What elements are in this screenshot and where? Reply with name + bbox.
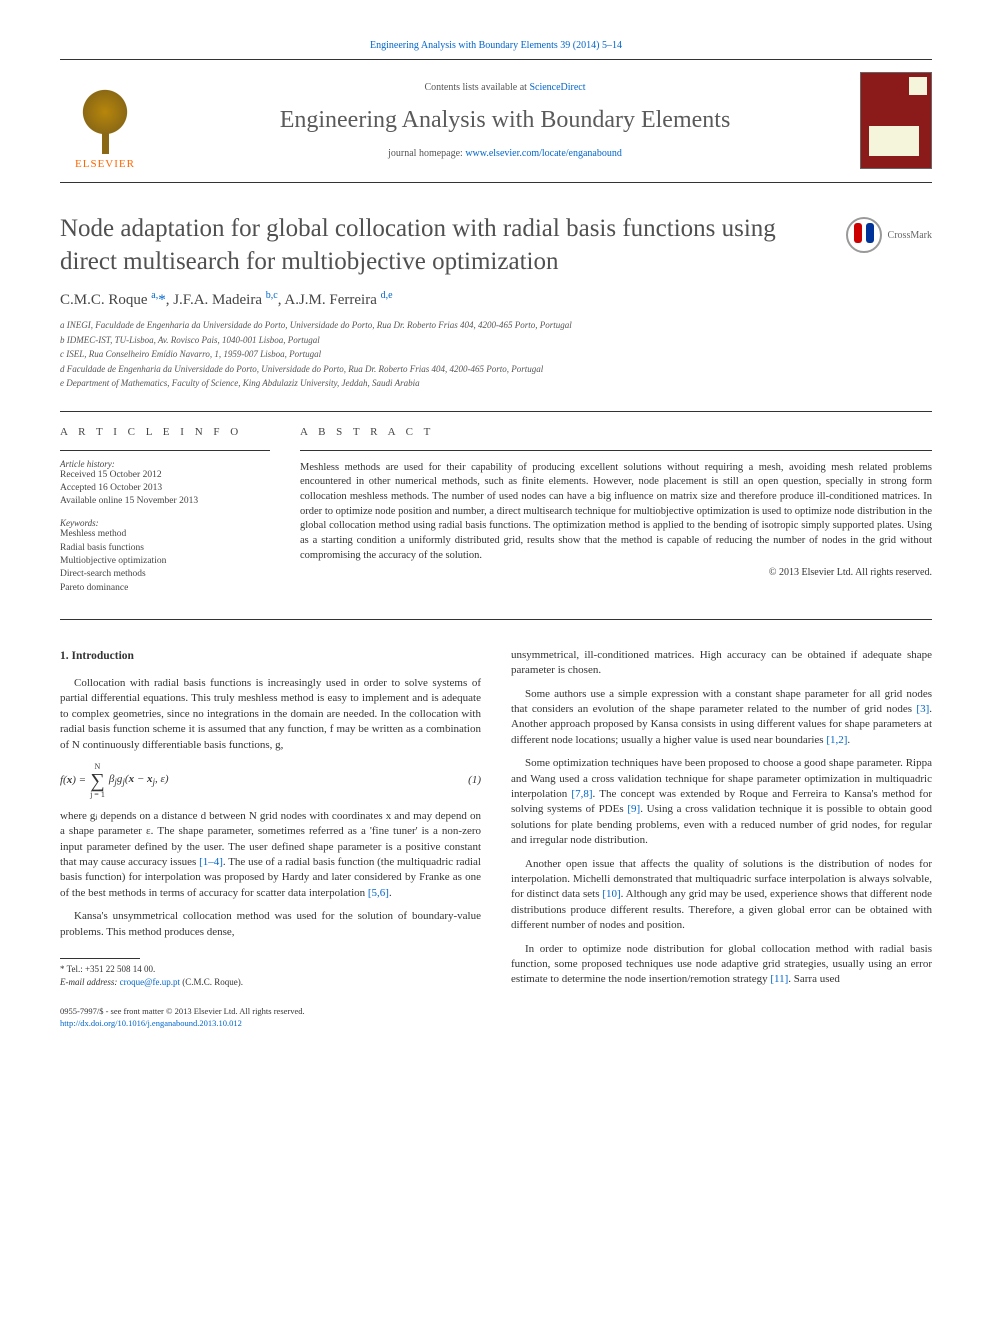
sciencedirect-link[interactable]: ScienceDirect [529,82,585,93]
footnote-rule [60,958,140,959]
ref-link[interactable]: [11] [770,973,788,985]
citation-line: Engineering Analysis with Boundary Eleme… [60,40,932,51]
ref-link[interactable]: [3] [916,703,929,715]
journal-cover-icon [860,72,932,169]
affiliation: d Faculdade de Engenharia da Universidad… [60,363,932,377]
keyword: Meshless method [60,528,270,541]
corr-email: E-mail address: croque@fe.up.pt (C.M.C. … [60,976,481,989]
crossmark-label: CrossMark [888,230,932,241]
ref-link[interactable]: [5,6] [368,887,389,899]
contents-line: Contents lists available at ScienceDirec… [150,82,860,93]
keywords-label: Keywords: [60,518,270,528]
journal-name: Engineering Analysis with Boundary Eleme… [150,107,860,134]
ref-link[interactable]: [1–4] [199,856,223,868]
authors: C.M.C. Roque a,*, J.F.A. Madeira b,c, A.… [60,290,932,309]
corr-tel: * Tel.: +351 22 508 14 00. [60,963,481,976]
citation-link[interactable]: Engineering Analysis with Boundary Eleme… [370,40,622,51]
paragraph: Collocation with radial basis functions … [60,676,481,753]
affiliation: b IDMEC-IST, TU-Lisboa, Av. Rovisco Pais… [60,334,932,348]
abstract-rule [300,450,932,451]
article-title: Node adaptation for global collocation w… [60,213,826,278]
paragraph: where gⱼ depends on a distance d between… [60,809,481,901]
crossmark-icon [846,217,882,253]
elsevier-tree-icon [70,84,140,154]
journal-homepage-link[interactable]: www.elsevier.com/locate/enganabound [465,148,622,159]
ref-link[interactable]: [10] [602,888,620,900]
keyword: Multiobjective optimization [60,555,270,568]
history-online: Available online 15 November 2013 [60,495,270,508]
ref-link[interactable]: [1,2] [826,734,847,746]
right-column: unsymmetrical, ill-conditioned matrices.… [511,648,932,1030]
abstract-label: A B S T R A C T [300,426,932,438]
abstract-block: A B S T R A C T Meshless methods are use… [300,412,932,595]
ref-link[interactable]: [7,8] [571,788,592,800]
journal-homepage: journal homepage: www.elsevier.com/locat… [150,148,860,159]
publisher-name: ELSEVIER [75,158,135,170]
footer-block: 0955-7997/$ - see front matter © 2013 El… [60,1006,481,1030]
keyword: Direct-search methods [60,568,270,581]
affiliation: e Department of Mathematics, Faculty of … [60,377,932,391]
front-matter: 0955-7997/$ - see front matter © 2013 El… [60,1006,481,1018]
crossmark-badge[interactable]: CrossMark [846,217,932,253]
paragraph: Another open issue that affects the qual… [511,857,932,934]
paragraph: Some authors use a simple expression wit… [511,687,932,749]
doi-link[interactable]: http://dx.doi.org/10.1016/j.enganabound.… [60,1018,242,1028]
footnotes: * Tel.: +351 22 508 14 00. E-mail addres… [60,963,481,988]
elsevier-logo: ELSEVIER [60,70,150,170]
history-received: Received 15 October 2012 [60,469,270,482]
left-column: 1. Introduction Collocation with radial … [60,648,481,1030]
section-heading: 1. Introduction [60,648,481,664]
affiliation: c ISEL, Rua Conselheiro Emídio Navarro, … [60,348,932,362]
history-accepted: Accepted 16 October 2013 [60,482,270,495]
equation-1: f(x) = N ∑ j = 1 βjgj(x − xj, ε) (1) [60,763,481,799]
body-columns: 1. Introduction Collocation with radial … [60,648,932,1030]
paragraph: unsymmetrical, ill-conditioned matrices.… [511,648,932,679]
email-link[interactable]: croque@fe.up.pt [120,977,180,987]
keyword: Radial basis functions [60,542,270,555]
keywords-list: Meshless method Radial basis functions M… [60,528,270,594]
info-rule [60,450,270,451]
equation-number: (1) [468,773,481,788]
article-info-block: A R T I C L E I N F O Article history: R… [60,412,270,595]
keyword: Pareto dominance [60,582,270,595]
abstract-copyright: © 2013 Elsevier Ltd. All rights reserved… [300,567,932,578]
article-info-label: A R T I C L E I N F O [60,426,270,438]
paragraph: Kansa's unsymmetrical collocation method… [60,909,481,940]
ref-link[interactable]: [9] [627,803,640,815]
journal-header: ELSEVIER Contents lists available at Sci… [60,70,932,183]
abstract-text: Meshless methods are used for their capa… [300,461,932,564]
top-rule [60,59,932,60]
paragraph: In order to optimize node distribution f… [511,942,932,988]
history-label: Article history: [60,459,270,469]
affiliations: a INEGI, Faculdade de Engenharia da Univ… [60,319,932,391]
meta-bottom-rule [60,619,932,620]
affiliation: a INEGI, Faculdade de Engenharia da Univ… [60,319,932,333]
paragraph: Some optimization techniques have been p… [511,756,932,848]
